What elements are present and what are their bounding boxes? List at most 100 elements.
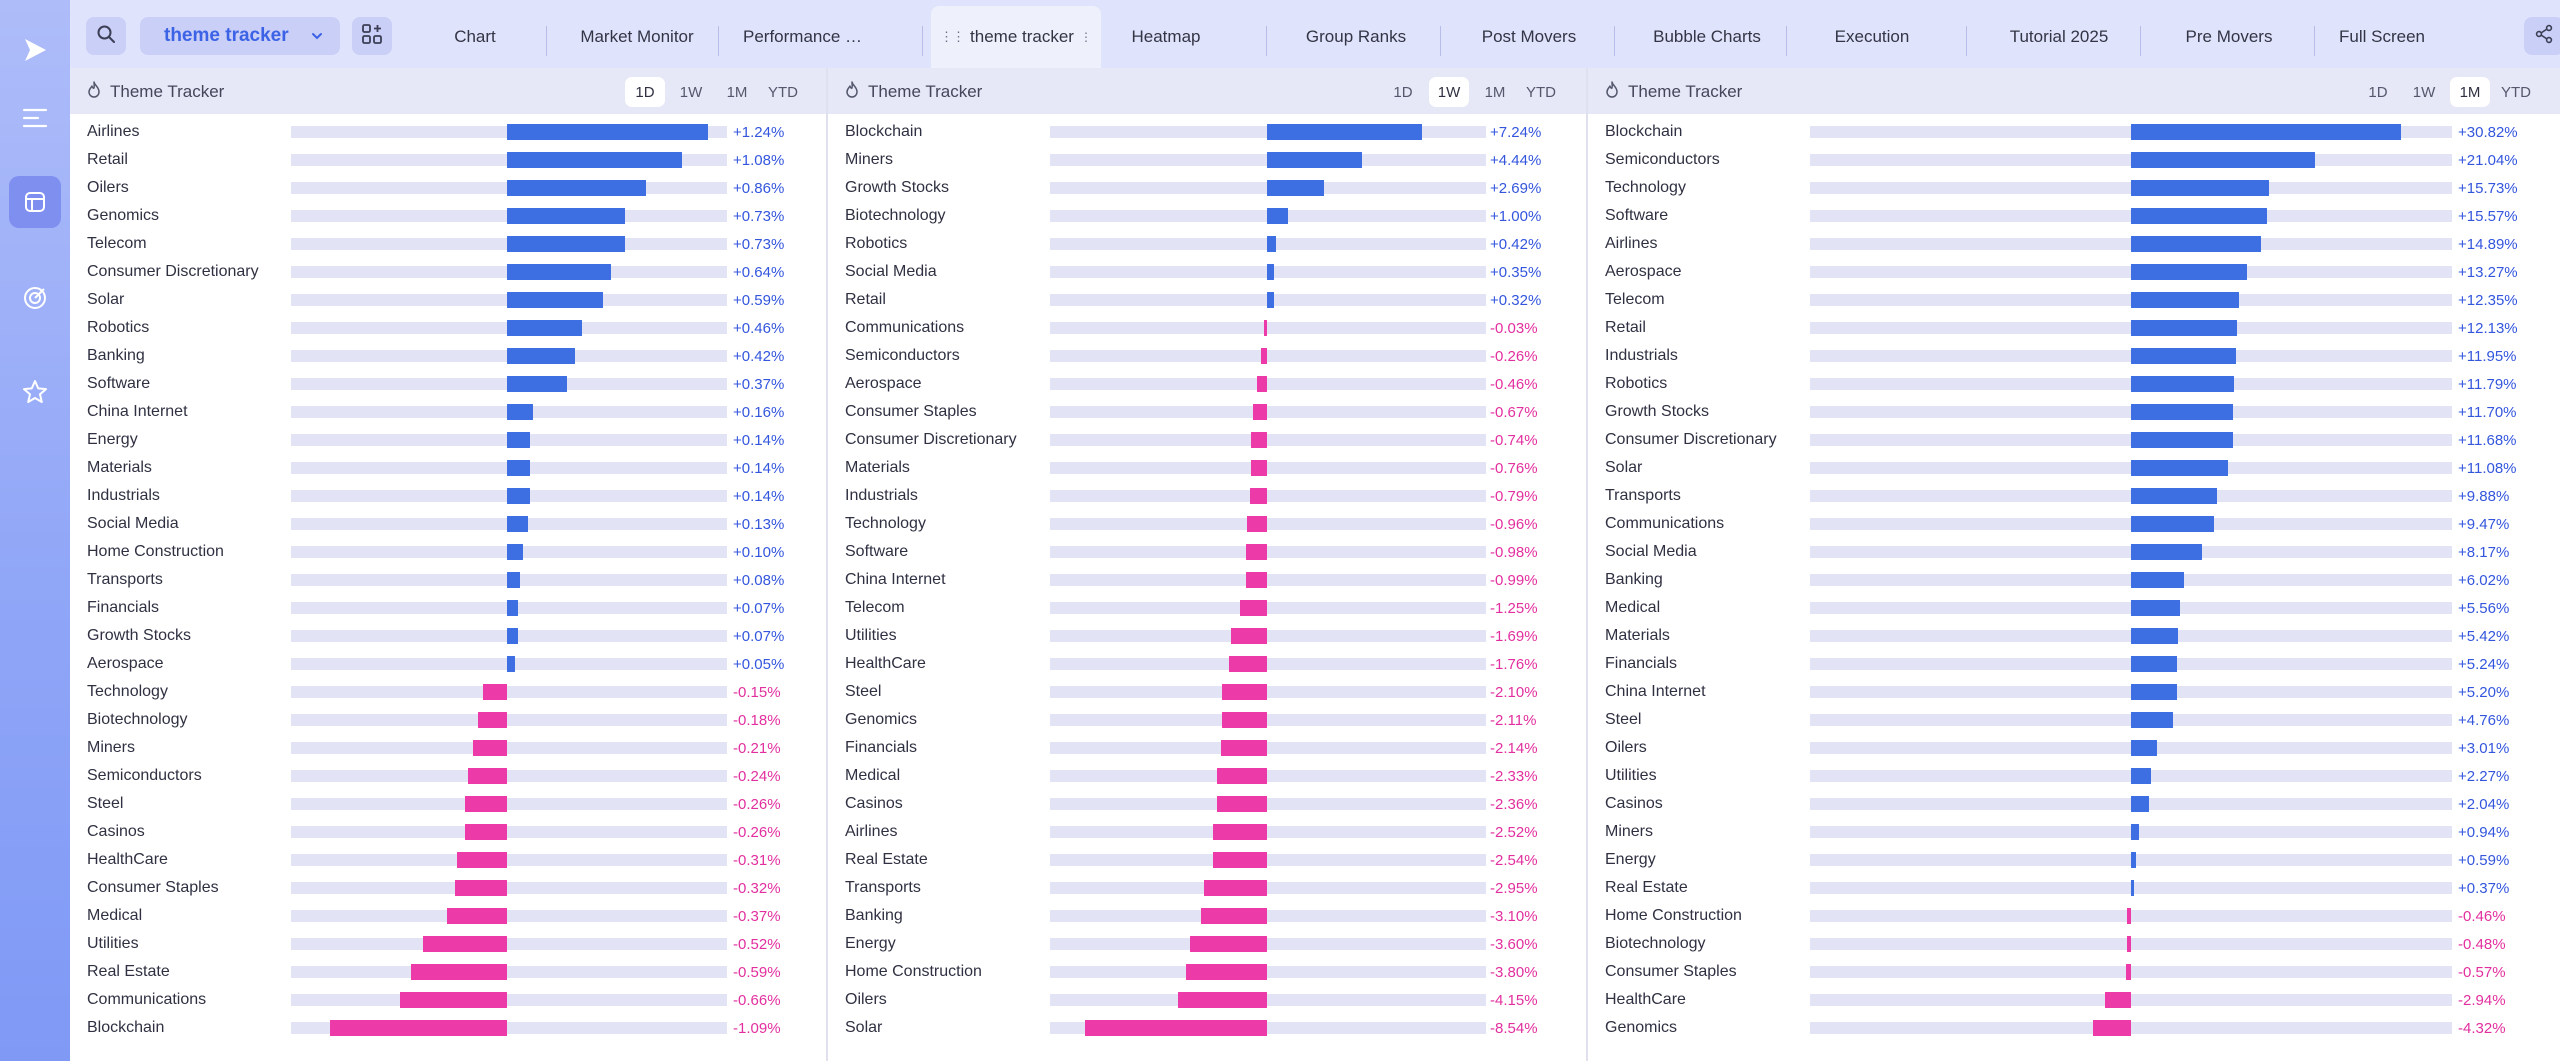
panel-divider[interactable] [826, 68, 828, 1061]
period-button-ytd[interactable]: YTD [1526, 83, 1556, 101]
theme-row[interactable]: China Internet -0.99% [828, 566, 1586, 594]
theme-row[interactable]: Casinos -0.26% [70, 818, 826, 846]
theme-row[interactable]: Genomics -2.11% [828, 706, 1586, 734]
drag-handle-icon[interactable]: ⋮⋮ [940, 29, 965, 44]
theme-row[interactable]: Biotechnology -0.18% [70, 706, 826, 734]
theme-row[interactable]: Blockchain +30.82% [1588, 118, 2560, 146]
theme-row[interactable]: Biotechnology -0.48% [1588, 930, 2560, 958]
period-button-1d[interactable]: 1D [2368, 83, 2388, 101]
theme-row[interactable]: Materials +5.42% [1588, 622, 2560, 650]
theme-row[interactable]: Consumer Discretionary +0.64% [70, 258, 826, 286]
theme-row[interactable]: Software +0.37% [70, 370, 826, 398]
theme-row[interactable]: Real Estate -0.59% [70, 958, 826, 986]
theme-row[interactable]: Social Media +0.13% [70, 510, 826, 538]
theme-row[interactable]: Technology +15.73% [1588, 174, 2560, 202]
theme-row[interactable]: HealthCare -2.94% [1588, 986, 2560, 1014]
theme-row[interactable]: HealthCare -0.31% [70, 846, 826, 874]
period-button-ytd[interactable]: YTD [768, 83, 798, 101]
tab-theme-tracker[interactable]: ⋮⋮ theme tracker ⋮ [931, 6, 1101, 68]
target-icon[interactable] [9, 272, 61, 324]
theme-row[interactable]: Robotics +0.42% [828, 230, 1586, 258]
theme-row[interactable]: Communications +9.47% [1588, 510, 2560, 538]
theme-row[interactable]: Aerospace -0.46% [828, 370, 1586, 398]
layout-box-icon[interactable] [9, 176, 61, 228]
theme-row[interactable]: Utilities -1.69% [828, 622, 1586, 650]
theme-row[interactable]: Consumer Staples -0.57% [1588, 958, 2560, 986]
theme-row[interactable]: Oilers +3.01% [1588, 734, 2560, 762]
theme-row[interactable]: Genomics -4.32% [1588, 1014, 2560, 1042]
tab-heatmap[interactable]: Heatmap [1101, 6, 1231, 68]
play-logo-icon[interactable] [9, 24, 61, 76]
tab-performance-overview[interactable]: Performance Overview [728, 6, 890, 68]
share-button[interactable] [2524, 17, 2560, 55]
panel-divider[interactable] [1586, 68, 1588, 1061]
theme-row[interactable]: Growth Stocks +11.70% [1588, 398, 2560, 426]
theme-row[interactable]: Aerospace +13.27% [1588, 258, 2560, 286]
theme-row[interactable]: Semiconductors -0.26% [828, 342, 1586, 370]
theme-row[interactable]: HealthCare -1.76% [828, 650, 1586, 678]
theme-row[interactable]: Growth Stocks +2.69% [828, 174, 1586, 202]
theme-row[interactable]: Transports -2.95% [828, 874, 1586, 902]
theme-row[interactable]: Financials +5.24% [1588, 650, 2560, 678]
theme-row[interactable]: Technology -0.96% [828, 510, 1586, 538]
theme-row[interactable]: Energy -3.60% [828, 930, 1586, 958]
theme-row[interactable]: Robotics +11.79% [1588, 370, 2560, 398]
theme-row[interactable]: Consumer Discretionary -0.74% [828, 426, 1586, 454]
theme-row[interactable]: Casinos +2.04% [1588, 790, 2560, 818]
theme-row[interactable]: China Internet +0.16% [70, 398, 826, 426]
tab-execution[interactable]: Execution [1792, 6, 1952, 68]
theme-row[interactable]: Industrials +11.95% [1588, 342, 2560, 370]
tab-options-icon[interactable]: ⋮ [1079, 30, 1092, 44]
tab-post-movers[interactable]: Post Movers [1449, 6, 1609, 68]
theme-row[interactable]: Steel +4.76% [1588, 706, 2560, 734]
theme-row[interactable]: Telecom +12.35% [1588, 286, 2560, 314]
theme-row[interactable]: Industrials +0.14% [70, 482, 826, 510]
search-button[interactable] [86, 17, 126, 55]
theme-row[interactable]: Transports +9.88% [1588, 482, 2560, 510]
theme-row[interactable]: Consumer Staples -0.67% [828, 398, 1586, 426]
period-button-1d[interactable]: 1D [625, 77, 665, 107]
theme-row[interactable]: Banking +0.42% [70, 342, 826, 370]
theme-row[interactable]: Airlines +14.89% [1588, 230, 2560, 258]
theme-row[interactable]: Real Estate -2.54% [828, 846, 1586, 874]
theme-row[interactable]: Semiconductors -0.24% [70, 762, 826, 790]
period-button-1d[interactable]: 1D [1393, 83, 1413, 101]
theme-row[interactable]: Consumer Discretionary +11.68% [1588, 426, 2560, 454]
menu-lines-icon[interactable] [9, 92, 61, 144]
theme-row[interactable]: Robotics +0.46% [70, 314, 826, 342]
layout-button[interactable] [352, 17, 392, 55]
period-button-1w[interactable]: 1W [1429, 77, 1469, 107]
theme-row[interactable]: Oilers -4.15% [828, 986, 1586, 1014]
theme-row[interactable]: Materials +0.14% [70, 454, 826, 482]
period-button-ytd[interactable]: YTD [2501, 83, 2531, 101]
theme-row[interactable]: Financials -2.14% [828, 734, 1586, 762]
star-icon[interactable] [9, 366, 61, 418]
period-button-1w[interactable]: 1W [2412, 83, 2436, 101]
theme-row[interactable]: Utilities -0.52% [70, 930, 826, 958]
theme-row[interactable]: Miners +0.94% [1588, 818, 2560, 846]
theme-row[interactable]: Consumer Staples -0.32% [70, 874, 826, 902]
theme-row[interactable]: Medical -2.33% [828, 762, 1586, 790]
period-button-1w[interactable]: 1W [679, 83, 703, 101]
theme-row[interactable]: Home Construction -0.46% [1588, 902, 2560, 930]
theme-row[interactable]: Retail +1.08% [70, 146, 826, 174]
theme-row[interactable]: Energy +0.59% [1588, 846, 2560, 874]
theme-row[interactable]: Communications -0.66% [70, 986, 826, 1014]
theme-row[interactable]: Utilities +2.27% [1588, 762, 2560, 790]
theme-row[interactable]: Semiconductors +21.04% [1588, 146, 2560, 174]
theme-row[interactable]: Airlines -2.52% [828, 818, 1586, 846]
theme-row[interactable]: Retail +0.32% [828, 286, 1586, 314]
theme-row[interactable]: Medical -0.37% [70, 902, 826, 930]
theme-row[interactable]: Genomics +0.73% [70, 202, 826, 230]
period-button-1m[interactable]: 1M [1484, 83, 1506, 101]
theme-row[interactable]: Retail +12.13% [1588, 314, 2560, 342]
theme-row[interactable]: Social Media +8.17% [1588, 538, 2560, 566]
tab-chart[interactable]: Chart [406, 6, 544, 68]
theme-row[interactable]: Software +15.57% [1588, 202, 2560, 230]
theme-row[interactable]: Miners +4.44% [828, 146, 1586, 174]
period-button-1m[interactable]: 1M [726, 83, 748, 101]
theme-row[interactable]: Blockchain +7.24% [828, 118, 1586, 146]
theme-row[interactable]: China Internet +5.20% [1588, 678, 2560, 706]
theme-row[interactable]: Telecom -1.25% [828, 594, 1586, 622]
theme-row[interactable]: Technology -0.15% [70, 678, 826, 706]
